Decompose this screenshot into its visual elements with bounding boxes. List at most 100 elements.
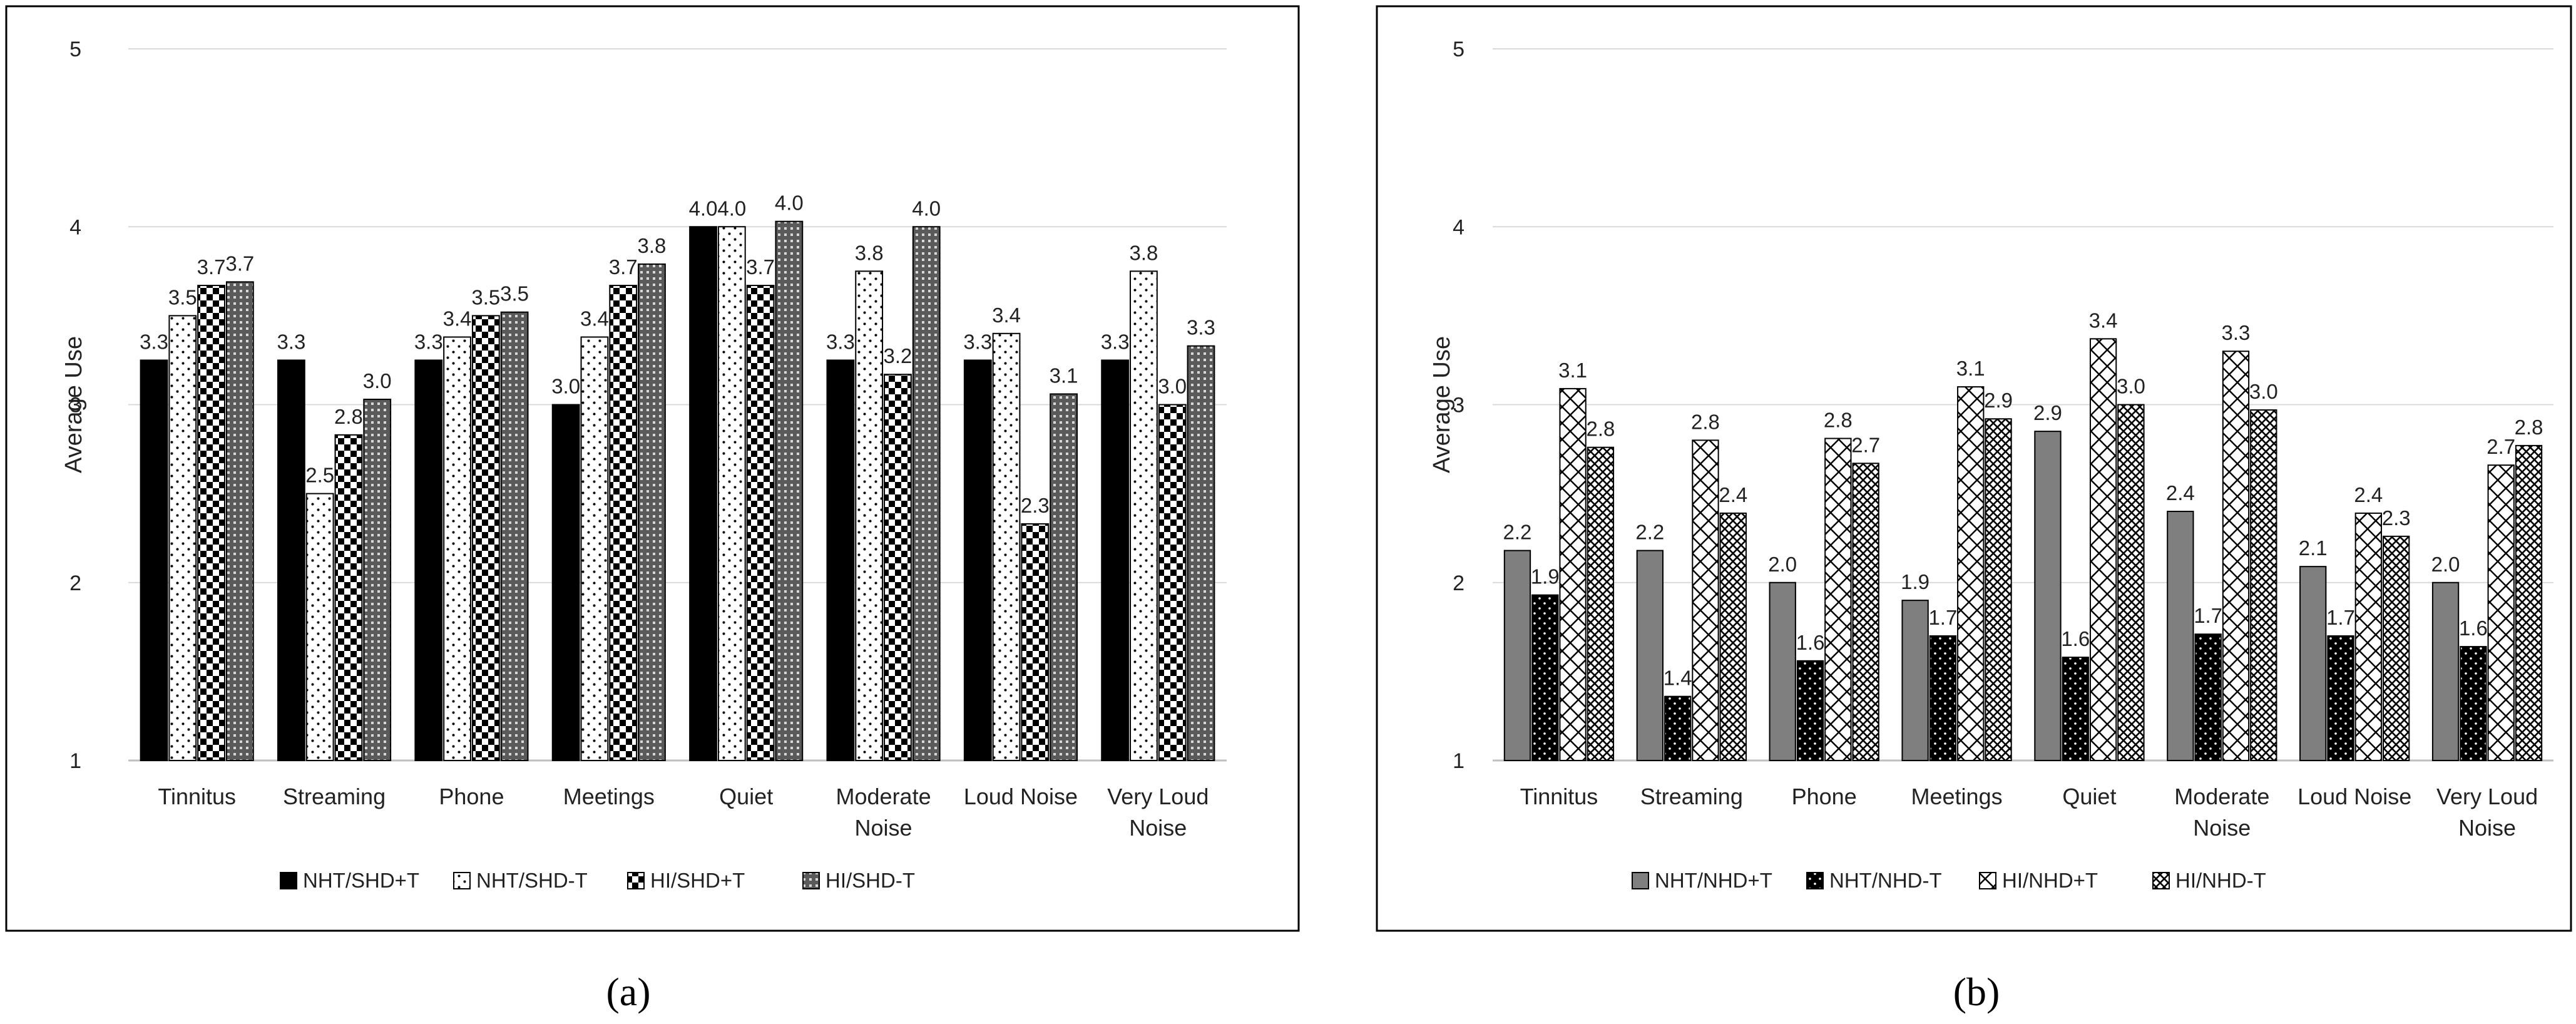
legend-swatch (2152, 872, 2170, 889)
y-tick-label: 3 (69, 394, 81, 417)
data-label: 3.4 (580, 307, 609, 330)
x-tick-label: Noise (855, 815, 912, 841)
bar (1852, 463, 1879, 761)
data-label: 2.9 (2033, 401, 2062, 424)
bar (884, 374, 912, 761)
bar (500, 311, 529, 761)
bar (2222, 351, 2250, 761)
data-label: 3.8 (855, 241, 884, 264)
data-label: 2.0 (1768, 553, 1797, 576)
data-label: 3.7 (746, 255, 775, 279)
bar (1719, 512, 1747, 762)
bar (1050, 393, 1078, 761)
legend-swatch (802, 872, 820, 889)
bar (580, 336, 609, 761)
data-label: 3.7 (609, 255, 638, 279)
bar (363, 398, 392, 761)
data-label: 3.2 (884, 344, 912, 367)
bar (334, 434, 363, 761)
data-label: 2.3 (2382, 506, 2411, 530)
data-label: 2.5 (305, 464, 334, 487)
data-label: 2.7 (1851, 433, 1880, 456)
y-tick-label: 3 (1453, 394, 1464, 417)
data-label: 3.1 (1956, 357, 1985, 380)
x-tick-label: Phone (439, 784, 504, 809)
legend-swatch (627, 872, 645, 889)
legend-label: HI/NHD+T (2002, 869, 2098, 892)
x-tick-label: Meetings (563, 784, 655, 809)
data-label: 3.4 (443, 307, 472, 330)
legend-label: NHT/NHD+T (1655, 869, 1772, 892)
bar (168, 315, 197, 761)
x-tick-label: Streaming (1640, 784, 1743, 809)
legend-swatch (280, 872, 297, 889)
bar (140, 359, 168, 761)
y-tick-label: 5 (1453, 38, 1464, 61)
data-label: 3.3 (826, 330, 855, 353)
x-tick-label: Loud Noise (964, 784, 1078, 809)
bar (1187, 345, 1215, 761)
bar (1824, 438, 1852, 761)
bar (2089, 338, 2117, 761)
bar (2034, 431, 2062, 761)
bar (414, 359, 443, 761)
x-tick-label: Loud Noise (2297, 784, 2411, 809)
bar (775, 220, 804, 762)
legend-swatch (1806, 872, 1824, 889)
x-tick-label: Tinnitus (158, 784, 236, 809)
legend-label: NHT/NHD-T (1829, 869, 1942, 892)
x-tick-label: Phone (1792, 784, 1857, 809)
bar (1664, 695, 1692, 762)
data-label: 1.7 (2326, 606, 2355, 629)
data-label: 3.1 (1558, 359, 1587, 382)
bar (2250, 409, 2277, 761)
x-tick-label: Very Loud (1107, 784, 1209, 809)
x-tick-label: Quiet (2062, 784, 2116, 809)
x-tick-label: Noise (2458, 815, 2516, 841)
bar (1769, 581, 1796, 761)
x-tick-label: Noise (1129, 815, 1187, 841)
data-label: 1.4 (1664, 667, 1692, 690)
bar (2515, 444, 2543, 761)
bar (471, 315, 500, 761)
x-tick-label: Noise (2193, 815, 2251, 841)
y-tick-label: 4 (1453, 215, 1464, 239)
bar (717, 226, 746, 761)
bar (2354, 512, 2383, 762)
data-label: 2.9 (1984, 389, 2013, 412)
data-label: 3.3 (2222, 321, 2251, 344)
bar (2487, 464, 2515, 762)
bar (689, 226, 717, 761)
x-tick-label: Moderate (2174, 784, 2269, 809)
bar (1587, 446, 1615, 761)
data-label: 4.0 (717, 197, 746, 220)
data-label: 1.7 (1928, 606, 1957, 629)
bar (1985, 418, 2012, 761)
bar (1929, 635, 1957, 762)
data-label: 2.7 (2487, 435, 2515, 458)
data-label: 2.8 (334, 405, 363, 428)
data-label: 3.5 (471, 285, 500, 309)
y-axis-label: Average Use (1429, 336, 1455, 473)
data-label: 2.2 (1635, 521, 1664, 544)
data-label: 2.4 (1719, 483, 1747, 506)
data-label: 3.7 (225, 252, 254, 275)
bar (746, 285, 775, 761)
data-label: 1.6 (2459, 617, 2488, 640)
bar (609, 285, 638, 761)
bar (1531, 594, 1559, 762)
legend-swatch (453, 872, 471, 889)
bar (963, 359, 992, 761)
data-label: 3.3 (140, 330, 168, 353)
bar (1101, 359, 1130, 761)
data-label: 2.8 (1586, 417, 1615, 441)
caption-b: (b) (1953, 970, 2000, 1014)
data-label: 2.0 (2431, 553, 2460, 576)
bar (638, 263, 666, 761)
bar (551, 404, 580, 761)
data-label: 1.6 (2061, 627, 2090, 650)
data-label: 3.7 (197, 255, 226, 279)
bar (2062, 657, 2089, 762)
data-label: 1.7 (2194, 604, 2222, 627)
